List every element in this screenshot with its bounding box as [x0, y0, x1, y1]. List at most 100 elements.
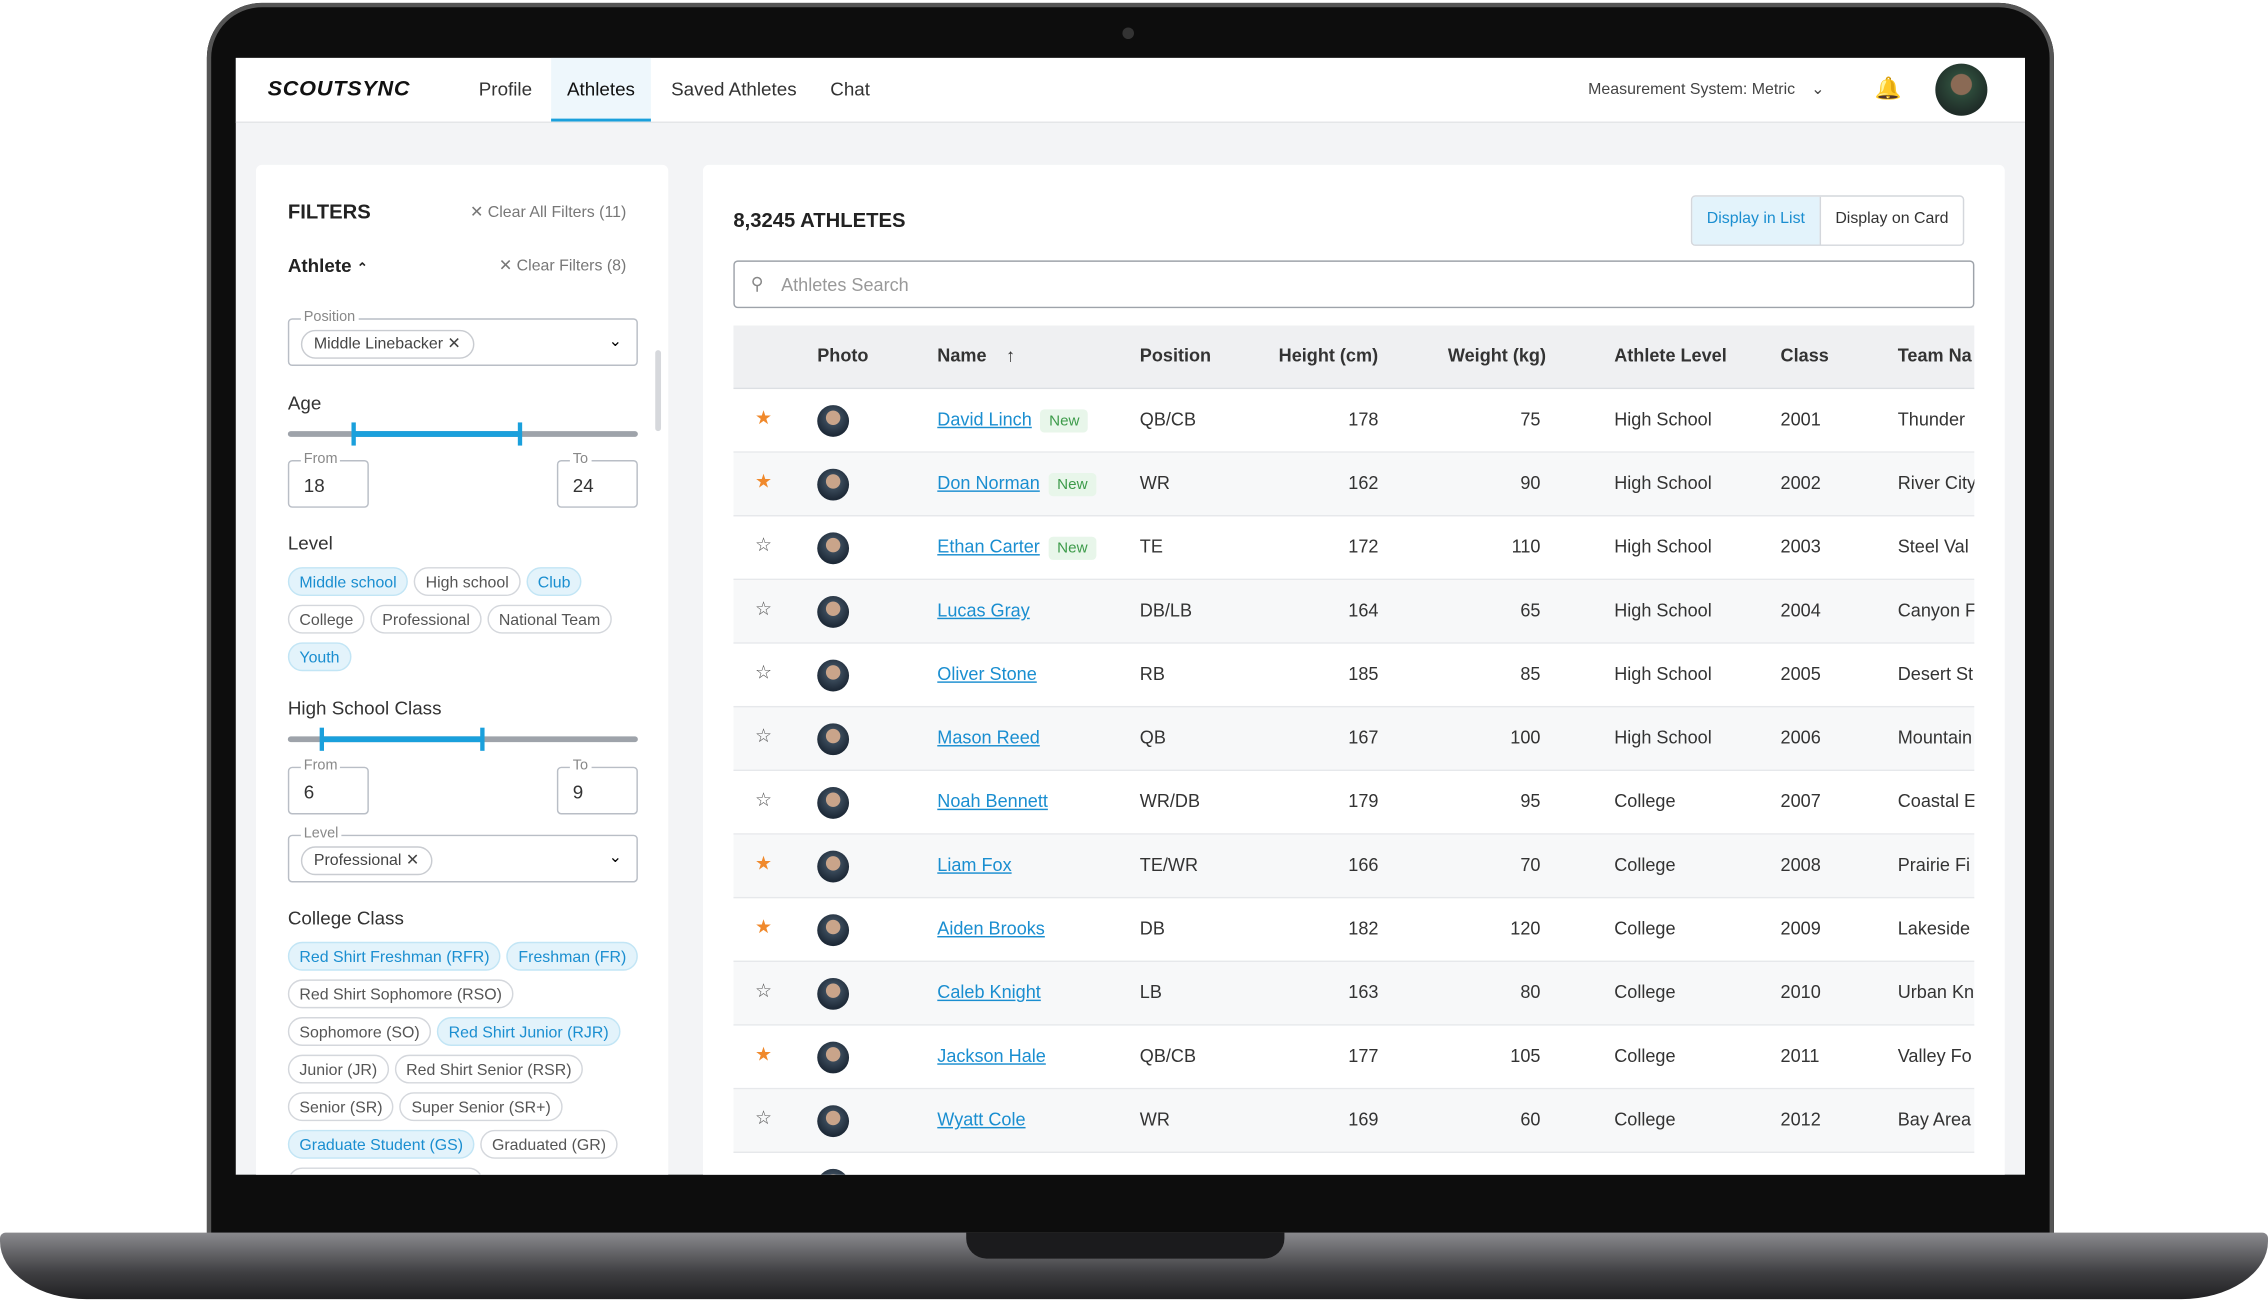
filter-chip[interactable]: Graduated (GR) [480, 1129, 618, 1159]
table-row[interactable]: ★ Liam Fox TE/WR 166 70 College 2008 Prairie Fi [733, 834, 1975, 899]
clear-section[interactable]: ✕ Clear Filters (8) [498, 257, 627, 275]
filter-chip[interactable]: Junior (JR) [287, 1054, 389, 1084]
team-cell: Desert St [1897, 664, 1974, 685]
level-label: Level [287, 532, 333, 555]
filter-chip[interactable]: Middle school [287, 567, 409, 597]
filter-chip[interactable]: Red Shirt Sophomore (RSO) [287, 979, 514, 1009]
filter-chip[interactable]: Club [526, 567, 583, 597]
star-toggle[interactable]: ★ [755, 852, 772, 874]
table-row[interactable]: ☆ Oliver Stone RB 185 85 High School 2005 Deser… [733, 643, 1975, 708]
athlete-name[interactable]: Oliver Stone [937, 664, 1037, 685]
nav-tab[interactable]: Chat [830, 78, 870, 100]
hs-thumb[interactable] [319, 727, 325, 751]
level-cell: High School [1614, 536, 1712, 557]
logo[interactable]: SCOUTSYNC [267, 76, 411, 102]
filter-chip[interactable]: Youth [287, 642, 352, 672]
athlete-name[interactable]: Caleb Knight [937, 982, 1041, 1003]
table-row[interactable]: ★ David Linch New QB/CB 178 75 High School 2001… [733, 389, 1975, 453]
athlete-name[interactable]: Ethan Carter [937, 536, 1040, 557]
athlete-name[interactable]: Don Norman [937, 473, 1040, 494]
view-button[interactable]: Display on Card [1819, 196, 1963, 245]
table-row[interactable]: ☆ Noah Bennett WR/DB 179 95 College 2007 Coasta… [733, 771, 1975, 835]
star-toggle[interactable]: ☆ [755, 1106, 772, 1129]
star-toggle[interactable]: ☆ [755, 724, 772, 747]
table-row[interactable]: ☆ Lucas Gray DB/LB 164 65 High School 2004 Cany… [733, 580, 1975, 644]
athlete-name[interactable]: Noah Bennett [937, 791, 1048, 812]
column-header[interactable]: Class [1780, 345, 1829, 367]
nav-tab[interactable]: Saved Athletes [671, 78, 797, 100]
hs-thumb[interactable] [480, 727, 485, 751]
filter-chip[interactable]: Graduate Assistant (GA) [287, 1167, 484, 1175]
athlete-name[interactable]: Mason Reed [937, 727, 1040, 748]
age-to[interactable]: To 24 [556, 451, 638, 508]
table-row[interactable]: ★ Jackson Hale QB/CB 177 105 College 2011 Valle… [733, 1025, 1975, 1090]
athlete-name[interactable]: Liam Fox [937, 854, 1012, 876]
filter-chip[interactable]: Red Shirt Senior (RSR) [394, 1054, 584, 1084]
nav-tab[interactable]: Profile [478, 78, 533, 100]
table-row[interactable]: ★ Don Norman New WR 162 90 High School 2002 Rive… [733, 452, 1975, 517]
nav-tab[interactable]: Athletes [551, 57, 651, 122]
column-header[interactable]: Height (cm) [1278, 345, 1379, 367]
athlete-name[interactable]: Lucas Gray [937, 600, 1030, 621]
position-cell: TE/WR [1139, 854, 1199, 876]
filter-chip[interactable]: High school [414, 567, 521, 597]
age-from[interactable]: From 18 [287, 451, 369, 508]
star-toggle[interactable]: ★ [755, 1043, 772, 1065]
age-thumb[interactable] [351, 422, 356, 446]
level-cell: High School [1614, 600, 1712, 621]
age-thumb[interactable] [517, 422, 523, 446]
search-box[interactable]: ⚲ Athletes Search [733, 260, 1975, 309]
star-toggle[interactable]: ☆ [755, 533, 772, 556]
filter-chip[interactable]: Graduate Student (GS) [287, 1129, 475, 1159]
position-select[interactable]: Position Middle Linebacker ✕ ⌄ [287, 309, 638, 367]
class-cell: 2003 [1780, 536, 1821, 557]
level-select[interactable]: Level Professional ✕ ⌄ [287, 826, 638, 883]
athlete-name[interactable]: David Linch [937, 409, 1032, 430]
section-toggle[interactable]: Athlete ⌃ [287, 254, 368, 277]
star-toggle[interactable]: ★ [755, 915, 772, 938]
athlete-photo [817, 596, 850, 628]
column-header[interactable]: Team Na [1897, 345, 1972, 367]
star-toggle[interactable]: ☆ [755, 597, 772, 620]
view-button[interactable]: Display in List [1692, 196, 1820, 245]
filter-chip[interactable]: Senior (SR) [287, 1092, 395, 1122]
level-select-label: Level [300, 826, 342, 842]
filter-chip[interactable]: Professional [370, 604, 482, 634]
star-toggle[interactable]: ☆ [755, 788, 772, 811]
star-toggle[interactable]: ★ [755, 406, 772, 429]
filter-chip[interactable]: Freshman (FR) [506, 941, 638, 971]
height-cell: 177 [1348, 1045, 1379, 1067]
age-slider[interactable] [287, 422, 638, 446]
athlete-name[interactable]: Wyatt Cole [937, 1109, 1026, 1130]
hs-slider[interactable] [287, 727, 638, 751]
column-header[interactable]: Athlete Level [1614, 345, 1727, 367]
filter-chip[interactable]: College [287, 604, 365, 634]
column-header: Photo [817, 345, 869, 367]
table-row[interactable]: ☆ Caleb Knight LB 163 80 College 2010 Urban Kn [733, 962, 1975, 1026]
column-header[interactable]: Position [1139, 345, 1212, 367]
filter-chip[interactable]: Red Shirt Junior (RJR) [437, 1017, 621, 1046]
star-toggle[interactable]: ☆ [755, 661, 772, 683]
athlete-name[interactable]: Aiden Brooks [937, 918, 1045, 939]
athlete-name[interactable]: Jackson Hale [937, 1045, 1046, 1067]
filter-chip[interactable]: Sophomore (SO) [287, 1017, 432, 1046]
table-row[interactable]: ★ Aiden Brooks DB 182 120 College 2009 Lakeside [733, 898, 1975, 963]
filter-chip[interactable]: National Team [487, 604, 612, 634]
hs-to[interactable]: To 9 [556, 758, 638, 815]
measurement-select[interactable]: Measurement System: Metric ⌄ [1588, 81, 1825, 99]
star-toggle[interactable]: ★ [755, 470, 772, 492]
column-header[interactable]: Weight (kg) [1447, 345, 1546, 367]
table-row[interactable]: ☆ Wyatt Cole WR 169 60 College 2012 Bay Area [733, 1089, 1975, 1153]
star-toggle[interactable]: ☆ [755, 979, 772, 1002]
user-avatar[interactable] [1935, 63, 1988, 116]
position-cell: WR [1139, 473, 1170, 494]
clear-all[interactable]: ✕ Clear All Filters (11) [470, 203, 627, 222]
bell-icon[interactable]: 🔔 [1874, 76, 1902, 102]
filter-chip[interactable]: Super Senior (SR+) [399, 1092, 563, 1122]
filter-chip[interactable]: Red Shirt Freshman (RFR) [287, 941, 502, 971]
column-header[interactable]: Name ↑ [937, 345, 1016, 367]
team-cell: Canyon F [1897, 600, 1975, 621]
table-row[interactable]: ☆ Mason Reed QB 167 100 High School 2006 Mounta… [733, 707, 1975, 772]
table-row[interactable]: ☆ Ethan Carter New TE 172 110 High School 2003 S… [733, 516, 1975, 581]
hs-from[interactable]: From 6 [287, 758, 369, 815]
